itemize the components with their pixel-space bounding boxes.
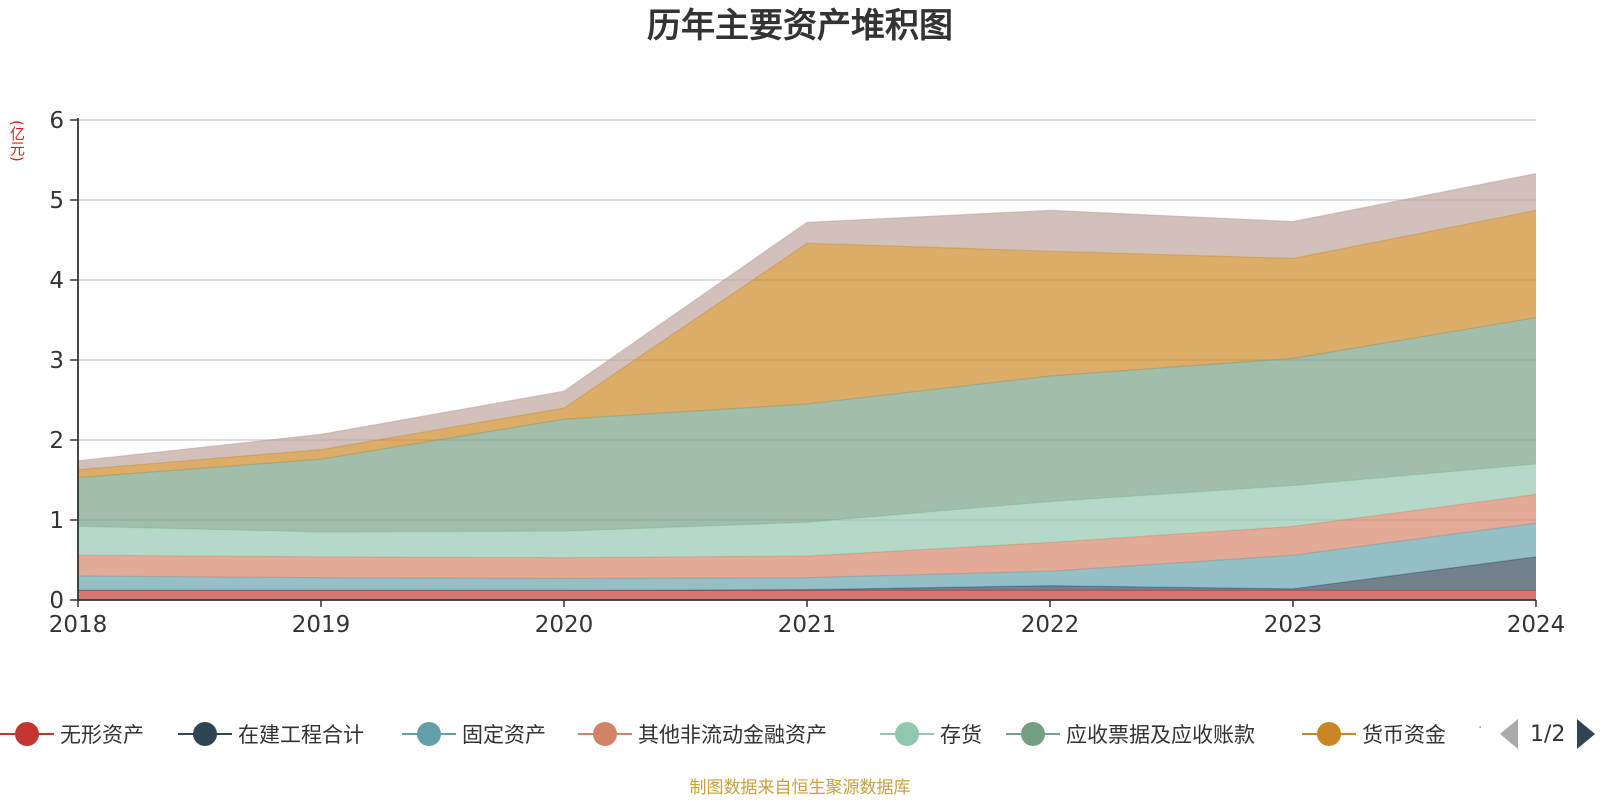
axes: 0 1 2 3 4 5 6 2018 2019 2020 2021 2022 2023 2024	[49, 108, 1566, 638]
legend-label: 应收票据及应收账款	[1066, 723, 1255, 747]
legend-marker-icon	[0, 712, 54, 756]
legend-marker-icon	[178, 712, 232, 756]
legend-item[interactable]: 存货	[880, 712, 982, 756]
legend-marker-icon	[1302, 712, 1356, 756]
y-tick-label: 5	[49, 188, 64, 214]
area-series-6	[78, 210, 1536, 478]
y-tick-label: 3	[49, 348, 64, 374]
area-series-5	[78, 317, 1536, 532]
legend-item[interactable]: 货币资金	[1302, 712, 1446, 756]
area-series-4	[78, 464, 1536, 558]
x-tick-label: 2019	[292, 612, 351, 638]
y-tick-label: 6	[49, 108, 64, 134]
legend-more-dot: ·	[1478, 720, 1483, 736]
legend-next-icon[interactable]	[1577, 719, 1596, 749]
legend-marker-icon	[1006, 712, 1060, 756]
legend-label: 其他非流动金融资产	[638, 723, 827, 747]
y-tick-label: 0	[49, 588, 64, 614]
chart-title: 历年主要资产堆积图	[647, 6, 953, 46]
y-tick-label: 4	[49, 268, 64, 294]
legend-marker-icon	[402, 712, 456, 756]
data-source-note: 制图数据来自恒生聚源数据库	[689, 778, 911, 798]
area-series-0	[78, 590, 1536, 600]
legend-label: 固定资产	[462, 723, 546, 747]
x-tick-label: 2021	[778, 612, 837, 638]
chart-canvas: 0 1 2 3 4 5 6 2018 2019 2020 2021 2022 2023 2024	[49, 108, 1566, 638]
legend-pager: 1/2	[1500, 712, 1600, 756]
legend-label: 无形资产	[60, 723, 144, 747]
legend-prev-icon[interactable]	[1500, 719, 1518, 749]
legend-page-indicator: 1/2	[1530, 721, 1566, 747]
x-tick-label: 2018	[49, 612, 108, 638]
stacked-areas	[77, 173, 1537, 600]
y-axis-unit: (亿元)	[8, 120, 26, 162]
legend-label: 货币资金	[1362, 723, 1446, 747]
area-series-7	[78, 173, 1536, 470]
x-tick-label: 2024	[1507, 612, 1566, 638]
x-tick-label: 2023	[1264, 612, 1323, 638]
legend-item[interactable]: 在建工程合计	[178, 712, 364, 756]
legend-label: 存货	[940, 723, 982, 747]
legend-marker-icon	[880, 712, 934, 756]
y-tick-label: 1	[49, 508, 64, 534]
area-series-2	[78, 523, 1536, 591]
legend-item[interactable]: 固定资产	[402, 712, 546, 756]
x-tick-label: 2022	[1021, 612, 1080, 638]
area-line-7	[77, 173, 1537, 462]
legend-item[interactable]: 其他非流动金融资产	[578, 712, 827, 756]
legend-label: 在建工程合计	[238, 723, 364, 747]
legend-marker-icon	[578, 712, 632, 756]
y-tick-label: 2	[49, 428, 64, 454]
legend-item[interactable]: 无形资产	[0, 712, 144, 756]
area-series-1	[78, 556, 1536, 591]
legend-item[interactable]: 应收票据及应收账款	[1006, 712, 1255, 756]
legend: 无形资产 在建工程合计 固定资产 其他非流动金融资产 存货 应收票据及应收账款 货币资金 ·…	[0, 712, 1600, 756]
x-tick-label: 2020	[535, 612, 594, 638]
